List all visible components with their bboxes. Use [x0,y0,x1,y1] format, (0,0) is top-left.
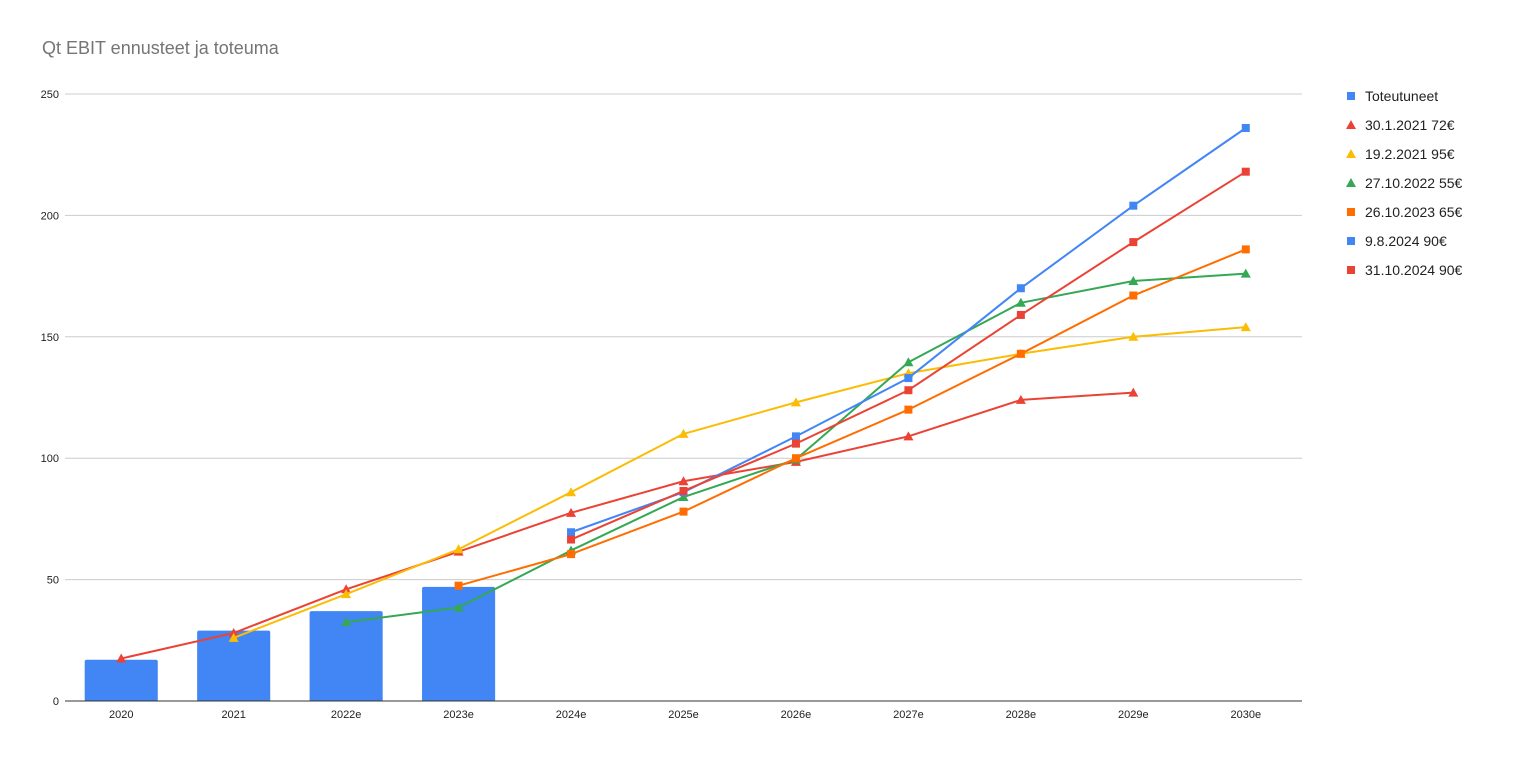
data-point [341,584,352,594]
bar [422,586,496,701]
data-point [228,628,239,638]
series-line [233,326,1246,639]
data-point [1129,291,1138,300]
data-point [678,428,689,438]
data-point [1240,322,1251,332]
series-line [570,127,1247,534]
legend-marker [1347,208,1355,216]
data-point [1016,310,1025,319]
data-point [904,374,913,383]
x-tick-label: 2020 [109,709,133,721]
data-point [679,486,688,495]
axes: 0 50 100 150 200 250 2020 2021 2022e 2023e 2024e 20… [41,89,1302,721]
gridlines [65,93,1302,581]
legend-marker [1346,178,1356,187]
x-tick-label: 2022e [331,709,362,721]
x-tick-label: 2030e [1230,709,1261,721]
y-tick-label: 50 [47,575,59,587]
data-point [1015,394,1026,404]
legend-marker [1346,149,1356,158]
legend-marker [1347,92,1355,100]
legend-label: 27.10.2022 55€ [1365,175,1463,191]
bar [197,630,271,701]
y-tick-label: 0 [53,696,59,708]
data-point [678,492,689,502]
series-line [458,248,1247,587]
data-point [790,397,801,407]
legend-label: 26.10.2023 65€ [1365,204,1463,220]
data-point [341,589,352,599]
x-tick-label: 2024e [556,709,587,721]
data-point [791,432,800,441]
data-point [904,405,913,414]
x-tick-label: 2027e [893,709,924,721]
line-series [116,123,1251,663]
data-point [1016,284,1025,293]
series-line [121,391,1134,660]
data-point [679,507,688,516]
data-point [566,507,577,517]
x-tick-label: 2028e [1006,709,1037,721]
data-point [903,431,914,441]
data-point [453,544,464,554]
bar-series [84,586,496,701]
legend-marker [1346,120,1356,129]
series-line [346,272,1246,624]
legend-label: Toteutuneet [1365,88,1438,104]
bar [309,611,383,701]
data-point [454,581,463,590]
legend-label: 30.1.2021 72€ [1365,117,1455,133]
x-tick-label: 2023e [443,709,474,721]
x-tick-label: 2021 [221,709,245,721]
x-tick-label: 2025e [668,709,699,721]
legend-label: 9.8.2024 90€ [1365,233,1447,249]
data-point [1241,167,1250,176]
data-point [1240,268,1251,278]
data-point [1129,201,1138,210]
data-point [567,550,576,559]
data-point [791,439,800,448]
data-point [904,386,913,395]
data-point [791,454,800,463]
data-point [1241,245,1250,254]
data-point [1128,275,1139,285]
data-point [1129,238,1138,247]
y-tick-label: 200 [41,210,59,222]
data-point [1128,387,1139,397]
chart-title: Qt EBIT ennusteet ja toteuma [42,38,279,58]
data-point [228,632,239,642]
data-point [567,528,576,537]
y-tick-label: 150 [41,332,59,344]
data-point [678,476,689,486]
data-point [566,487,577,497]
data-point [567,535,576,544]
data-point [1241,123,1250,132]
x-tick-label: 2026e [781,709,812,721]
data-point [341,617,352,627]
data-point [1016,349,1025,358]
legend-marker [1347,237,1355,245]
data-point [453,602,464,612]
legend-marker [1347,266,1355,274]
data-point [903,357,914,367]
legend-label: 31.10.2024 90€ [1365,262,1463,278]
data-point [1128,331,1139,341]
legend: Toteutuneet 30.1.2021 72€ 19.2.2021 95€ 27.… [1346,88,1463,278]
legend-label: 19.2.2021 95€ [1365,146,1455,162]
data-point [116,653,127,663]
x-tick-label: 2029e [1118,709,1149,721]
bar [84,659,158,701]
y-tick-label: 100 [41,453,59,465]
y-tick-label: 250 [41,89,59,101]
data-point [1015,297,1026,307]
